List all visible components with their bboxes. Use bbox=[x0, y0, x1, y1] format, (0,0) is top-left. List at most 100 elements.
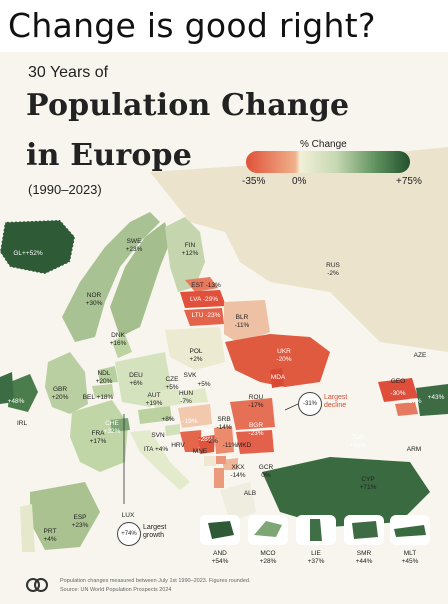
country-label-xkx: XKX -14% bbox=[230, 464, 246, 479]
legend-tick-min: -35% bbox=[242, 176, 266, 187]
country-label-fin: FIN +12% bbox=[181, 242, 199, 257]
country-label-tur: TUR +56% bbox=[349, 434, 367, 449]
region-turkey bbox=[262, 457, 430, 527]
region-italy bbox=[130, 430, 190, 490]
region-norway bbox=[62, 212, 160, 342]
country-label-ltu: LTU -23% bbox=[191, 312, 221, 319]
country-label-ndl: NDL +20% bbox=[95, 370, 113, 385]
country-label-gbr: GBR +20% bbox=[51, 386, 69, 401]
inset-label-and: AND +54% bbox=[211, 550, 229, 565]
largest-decline-line-1: Largest bbox=[324, 394, 348, 401]
region-netherlands bbox=[98, 366, 118, 384]
country-label-rou: ROU -17% bbox=[248, 394, 264, 409]
country-label-irl-value: +48% bbox=[7, 398, 25, 405]
country-label-arm: ARM bbox=[406, 446, 422, 453]
country-label-mkd: MKD bbox=[236, 442, 252, 449]
inset-label-lie: LIE +37% bbox=[307, 550, 325, 565]
inset-label-mlt: MLT +45% bbox=[401, 550, 419, 565]
region-latvia bbox=[180, 290, 226, 308]
country-label-hrv: HRV bbox=[171, 442, 185, 449]
region-montenegro bbox=[204, 456, 216, 466]
region-france bbox=[70, 400, 128, 472]
largest-growth-badge: +74% bbox=[117, 522, 141, 546]
region-switzerland bbox=[110, 418, 130, 432]
country-label-esp: ESP +23% bbox=[71, 514, 89, 529]
region-bulgaria bbox=[236, 430, 274, 454]
region-bih bbox=[198, 435, 215, 454]
region-austria bbox=[138, 406, 172, 424]
country-label-svn: SVN bbox=[151, 432, 165, 439]
country-label-svk-value: +5% bbox=[197, 381, 211, 388]
inset-and bbox=[200, 515, 240, 545]
inset-lie bbox=[296, 515, 336, 545]
country-label-srb: SRB -14% bbox=[216, 416, 232, 431]
region-gbr bbox=[45, 352, 88, 414]
subtitle: 30 Years of bbox=[28, 64, 109, 81]
inset-mco bbox=[248, 515, 288, 545]
country-label-dnk: DNK +16% bbox=[109, 332, 127, 347]
country-label-prt: PRT +4% bbox=[43, 528, 57, 543]
region-left-edge bbox=[0, 372, 14, 404]
country-label-alb: ALB bbox=[243, 490, 257, 497]
country-label-cze: CZE +5% bbox=[165, 376, 179, 391]
country-label-aze: AZE bbox=[413, 352, 427, 359]
country-label-ukr: UKR -20% bbox=[276, 348, 292, 363]
largest-decline-label: Largest decline bbox=[324, 394, 347, 410]
country-label-arm-value: -17% bbox=[406, 398, 422, 405]
country-label-bgr: BGR -23% bbox=[248, 422, 264, 437]
region-ukraine bbox=[225, 334, 330, 387]
country-label-pol: POL +2% bbox=[189, 348, 203, 363]
country-label-geo-value: -30% bbox=[390, 390, 406, 397]
region-lithuania bbox=[184, 308, 224, 326]
country-label-svn-value: +8% bbox=[161, 416, 175, 423]
region-belarus bbox=[224, 300, 270, 344]
region-armenia bbox=[395, 402, 418, 416]
country-label-mda: MDA bbox=[270, 374, 286, 381]
country-label-aze-value: +43% bbox=[427, 394, 445, 401]
title-line-1: Population Change bbox=[26, 88, 350, 123]
country-label-irl-code: IRL bbox=[16, 420, 28, 427]
country-label-mkd-value: -11% bbox=[222, 442, 238, 449]
inset-smr bbox=[344, 515, 384, 545]
caption-text: Change is good right? bbox=[8, 6, 376, 45]
region-georgia bbox=[378, 378, 418, 402]
legend-gradient-bar bbox=[246, 151, 410, 173]
region-albania bbox=[214, 468, 224, 488]
country-label-gcr: GCR 0% bbox=[258, 464, 274, 479]
country-label-lux: LUX bbox=[121, 512, 135, 519]
footer-source: Source: UN World Population Prospects 20… bbox=[60, 587, 172, 593]
country-label-svk: SVK bbox=[183, 372, 197, 379]
largest-growth-label: Largest growth bbox=[143, 524, 167, 539]
region-estonia bbox=[185, 277, 218, 292]
europe-map bbox=[0, 147, 448, 552]
region-moldova bbox=[270, 368, 284, 388]
country-label-mne-value: -2% bbox=[206, 438, 218, 445]
largest-decline-badge: -31% bbox=[298, 392, 322, 416]
country-label-mne: MNE bbox=[192, 448, 208, 455]
footer-note: Population changes measured between July… bbox=[60, 578, 251, 584]
country-label-bel: BEL +18% bbox=[82, 394, 114, 401]
country-label-aut: AUT +19% bbox=[145, 392, 163, 407]
inset-mlt bbox=[390, 515, 430, 545]
largest-decline-line-2: decline bbox=[324, 402, 347, 409]
region-romania bbox=[230, 398, 275, 430]
year-range: (1990–2023) bbox=[28, 182, 102, 197]
country-label-est: EST -13% bbox=[191, 282, 221, 289]
infographic-poster: 30 Years of Population Change in Europe … bbox=[0, 52, 448, 604]
country-label-hrv-value: -19% bbox=[182, 418, 198, 425]
region-belgium bbox=[92, 384, 114, 398]
region-portugal bbox=[20, 504, 35, 552]
country-label-swe: SWE +23% bbox=[125, 238, 143, 253]
region-croatia bbox=[180, 430, 202, 452]
country-label-blr: BLR -11% bbox=[234, 314, 250, 329]
region-irl bbox=[8, 374, 38, 412]
region-hungary bbox=[178, 404, 212, 428]
legend-tick-max: +75% bbox=[396, 176, 422, 187]
country-label-rus: RUS -2% bbox=[326, 262, 340, 277]
region-finland bbox=[165, 217, 205, 292]
region-slovakia bbox=[180, 388, 208, 404]
region-sweden bbox=[110, 222, 170, 337]
country-label-nor: NOR +30% bbox=[85, 292, 103, 307]
inset-label-mco: MCO +28% bbox=[259, 550, 277, 565]
country-label-cyp: CYP +71% bbox=[359, 476, 377, 491]
